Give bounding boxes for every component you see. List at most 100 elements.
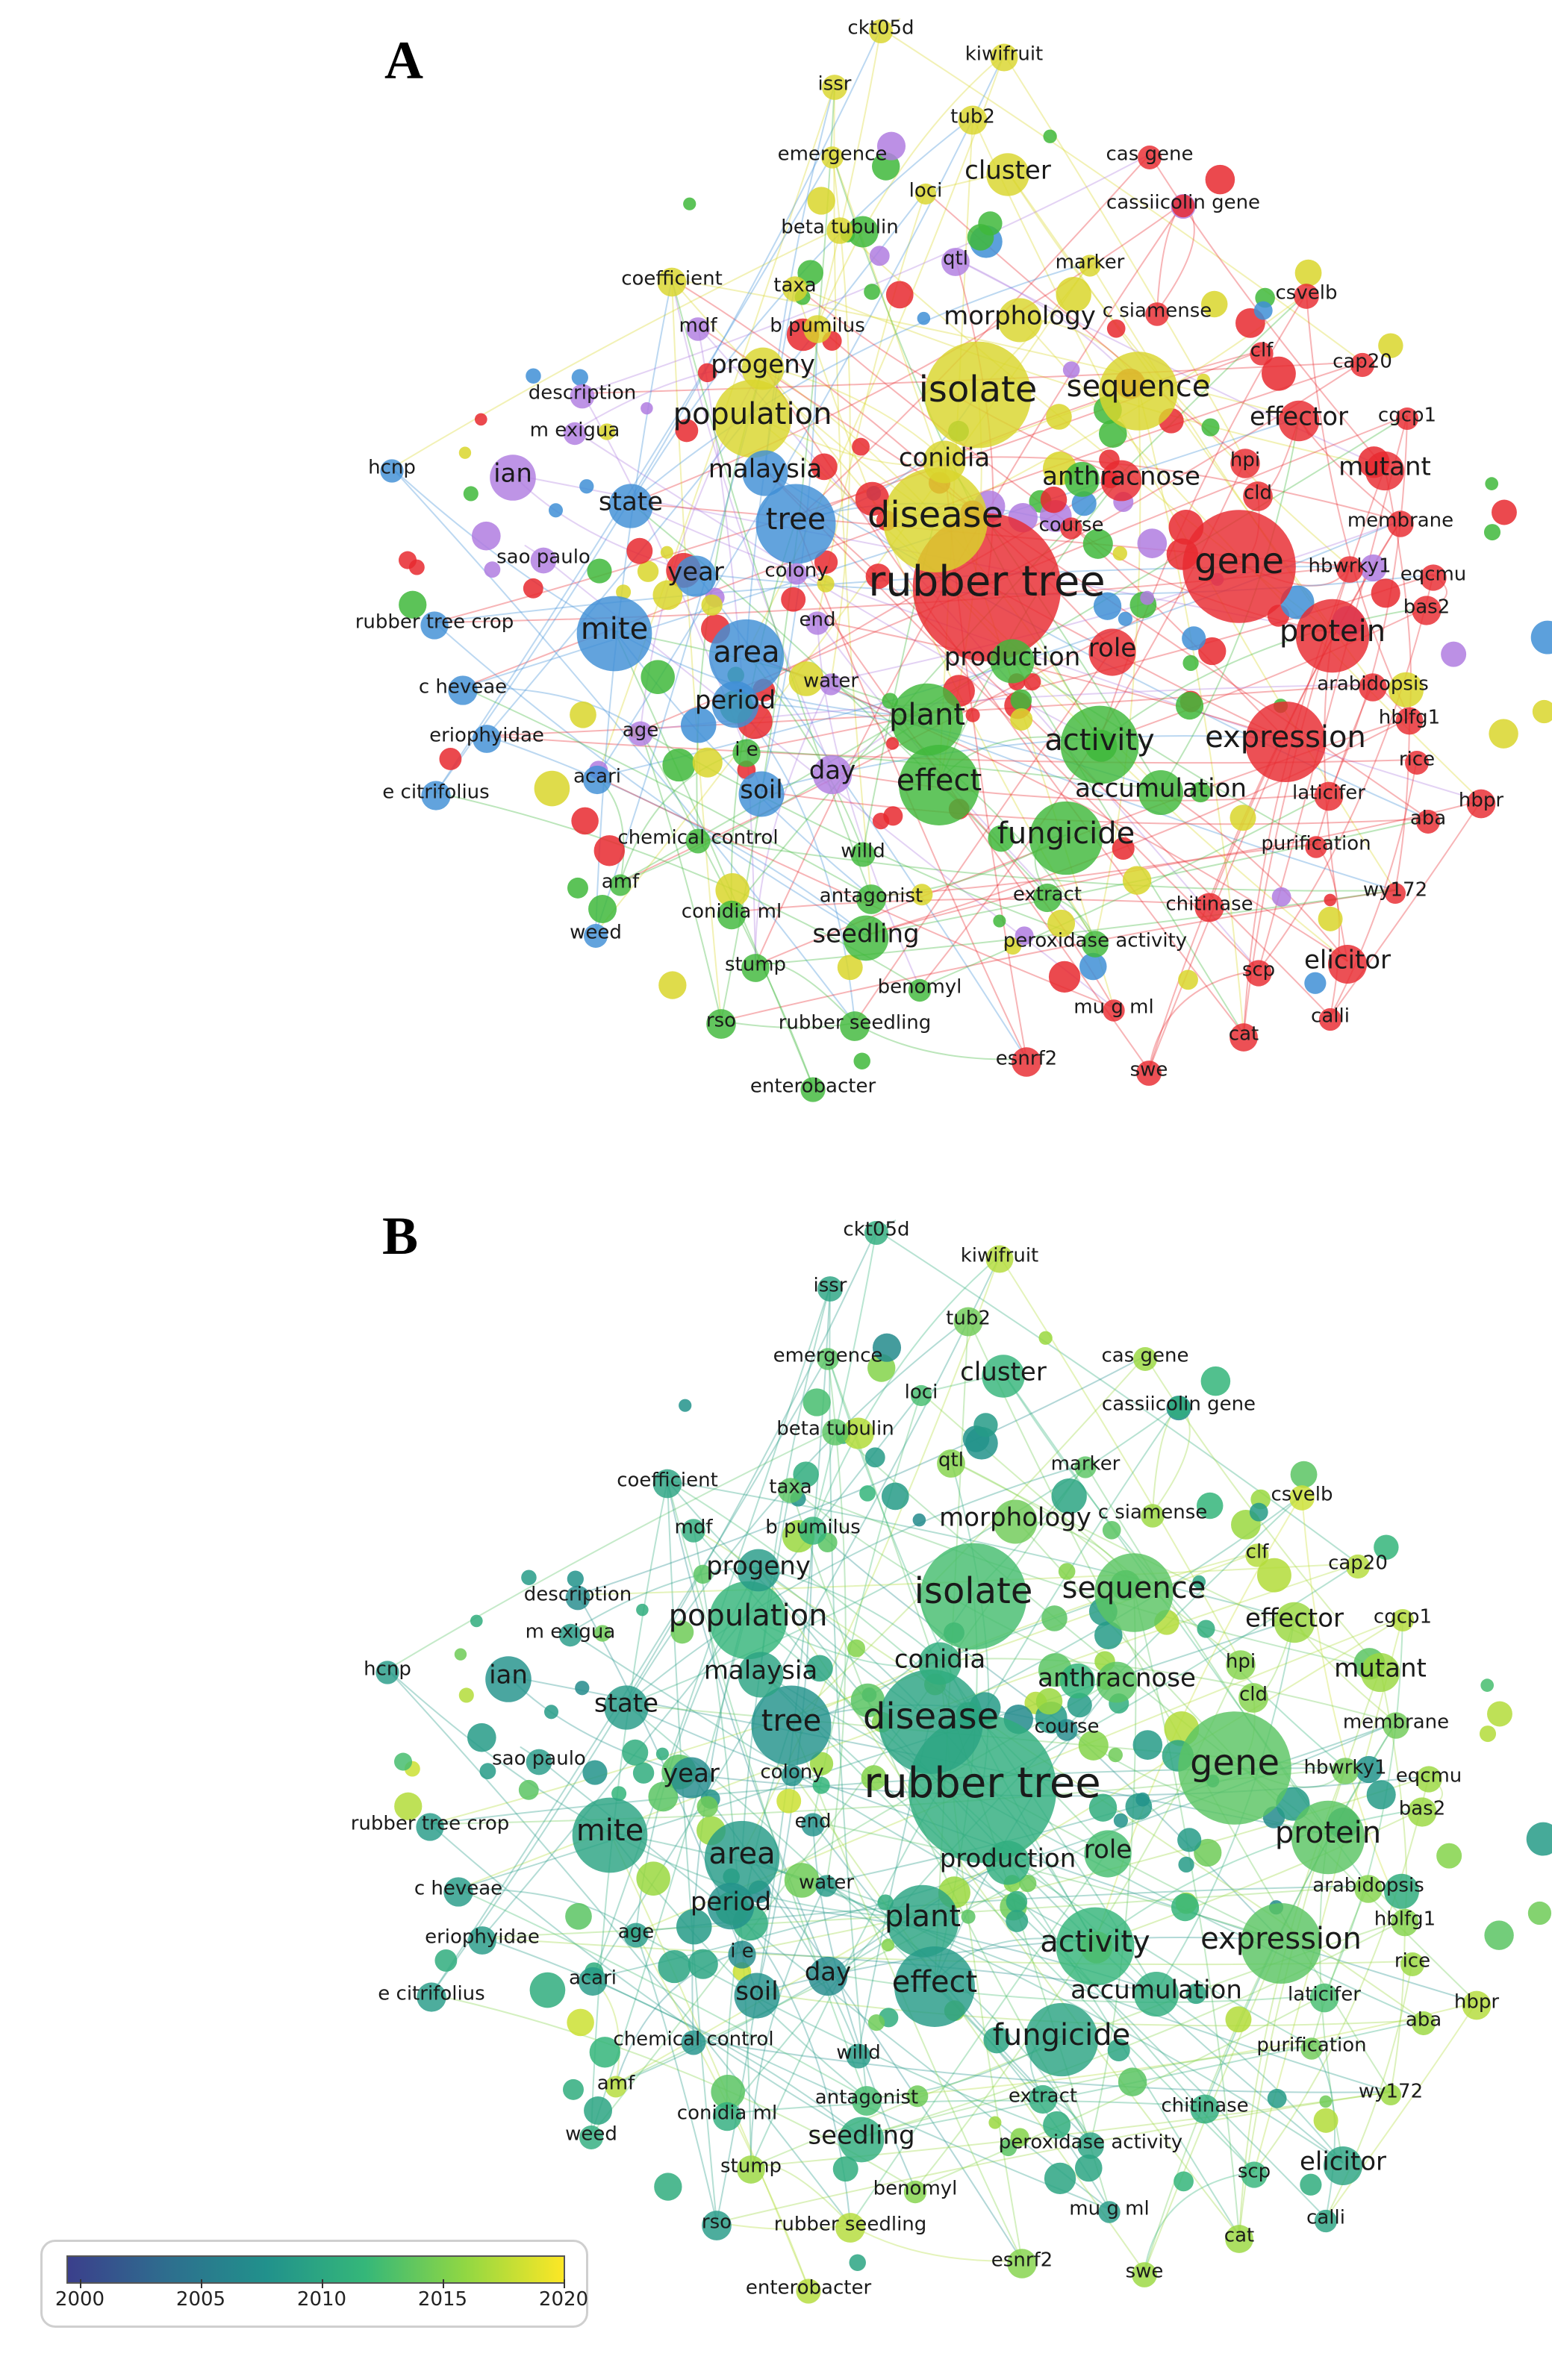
keyword-node bbox=[588, 895, 617, 923]
co-occurrence-link bbox=[944, 456, 1401, 522]
co-occurrence-link bbox=[950, 1460, 1381, 1670]
keyword-node bbox=[1378, 333, 1403, 358]
co-occurrence-link bbox=[462, 686, 641, 731]
keyword-label: rubber tree crop bbox=[351, 1813, 510, 1835]
keyword-node bbox=[604, 1685, 649, 1730]
keyword-node bbox=[796, 2279, 821, 2304]
co-occurrence-link bbox=[431, 1355, 829, 1995]
co-occurrence-link bbox=[582, 154, 1150, 394]
keyword-node bbox=[822, 75, 847, 100]
keyword-label: purification bbox=[1256, 2034, 1366, 2057]
keyword-node bbox=[543, 1705, 559, 1720]
keyword-node bbox=[628, 721, 653, 746]
keyword-label: water bbox=[803, 670, 858, 693]
keyword-node bbox=[1137, 528, 1168, 558]
keyword-node bbox=[869, 246, 890, 266]
co-occurrence-link bbox=[861, 2045, 1312, 2137]
keyword-node bbox=[688, 1949, 718, 1979]
keyword-label: c siamense bbox=[1103, 300, 1212, 322]
keyword-label: cat bbox=[1229, 1023, 1259, 1046]
keyword-node bbox=[434, 1949, 458, 1972]
keyword-node bbox=[755, 484, 836, 564]
keyword-node bbox=[1489, 719, 1518, 749]
keyword-node bbox=[1304, 972, 1327, 994]
keyword-label: kiwifruit bbox=[961, 1245, 1039, 1267]
keyword-node bbox=[1200, 290, 1228, 318]
keyword-node bbox=[1060, 517, 1082, 540]
keyword-label: extract bbox=[1013, 884, 1082, 906]
keyword-node bbox=[782, 276, 808, 302]
keyword-node bbox=[1079, 254, 1101, 277]
keyword-node bbox=[741, 954, 770, 982]
co-occurrence-link bbox=[1144, 1722, 1397, 2273]
keyword-node bbox=[886, 737, 900, 750]
keyword-node bbox=[398, 551, 417, 569]
co-occurrence-link bbox=[630, 502, 797, 572]
keyword-node bbox=[835, 2213, 865, 2243]
keyword-label: sequence bbox=[1062, 1571, 1206, 1605]
keyword-label: seedling bbox=[808, 2121, 914, 2151]
keyword-label: isolate bbox=[919, 369, 1038, 410]
keyword-label: e citrifolius bbox=[382, 781, 489, 804]
keyword-node bbox=[1047, 909, 1076, 937]
keyword-node bbox=[801, 1813, 825, 1837]
keyword-node bbox=[1278, 400, 1320, 442]
keyword-label: esnrf2 bbox=[996, 1048, 1057, 1070]
keyword-label: accumulation bbox=[1070, 1975, 1242, 2005]
keyword-node bbox=[670, 1757, 712, 1799]
keyword-label: scp bbox=[1238, 2161, 1271, 2183]
co-occurrence-link bbox=[812, 1527, 1068, 1728]
keyword-label: enterobacter bbox=[750, 1075, 876, 1098]
keyword-node bbox=[821, 146, 844, 169]
keyword-label: i e bbox=[730, 1940, 753, 1963]
keyword-node bbox=[1135, 1792, 1150, 1807]
keyword-node bbox=[1345, 1554, 1371, 1579]
keyword-node bbox=[712, 2102, 742, 2131]
keyword-node bbox=[1093, 592, 1122, 620]
keyword-node bbox=[702, 2211, 732, 2240]
co-occurrence-link bbox=[726, 2099, 1206, 2114]
keyword-node bbox=[479, 1763, 496, 1780]
keyword-label: swe bbox=[1126, 2261, 1164, 2283]
keyword-node bbox=[467, 1722, 496, 1752]
keyword-label: aba bbox=[1410, 808, 1446, 830]
keyword-node bbox=[1071, 491, 1097, 516]
keyword-node bbox=[997, 298, 1042, 343]
co-occurrence-link bbox=[972, 116, 1396, 891]
keyword-node bbox=[1107, 2038, 1130, 2062]
legend-tick bbox=[564, 2279, 565, 2288]
co-occurrence-link bbox=[758, 1567, 1344, 2164]
co-occurrence-link bbox=[458, 1619, 1295, 1890]
keyword-node bbox=[817, 1276, 843, 1302]
keyword-node bbox=[1359, 554, 1387, 582]
keyword-label: colony bbox=[760, 1761, 823, 1784]
keyword-label: calli bbox=[1306, 2207, 1345, 2229]
keyword-label: conidia bbox=[899, 443, 990, 473]
keyword-label: calli bbox=[1311, 1005, 1350, 1028]
keyword-node bbox=[490, 455, 536, 501]
keyword-label: malaysia bbox=[708, 455, 822, 484]
keyword-node bbox=[1319, 2095, 1333, 2108]
keyword-label: anthracnose bbox=[1042, 462, 1200, 492]
keyword-node bbox=[565, 1902, 592, 1930]
keyword-label: marker bbox=[1051, 1453, 1121, 1475]
keyword-node bbox=[394, 1792, 423, 1820]
keyword-node bbox=[1374, 1534, 1399, 1560]
keyword-label: rubber seedling bbox=[774, 2214, 927, 2236]
keyword-node bbox=[681, 2030, 706, 2055]
co-occurrence-link bbox=[626, 1404, 1179, 1705]
co-occurrence-link bbox=[754, 681, 832, 966]
keyword-node bbox=[1099, 419, 1127, 448]
co-occurrence-link bbox=[914, 1994, 1325, 2190]
keyword-node bbox=[1010, 708, 1033, 731]
keyword-node bbox=[941, 248, 970, 276]
co-occurrence-link bbox=[1003, 54, 1246, 461]
keyword-node bbox=[1067, 1693, 1092, 1718]
keyword-node bbox=[1355, 1755, 1383, 1784]
legend-tick bbox=[322, 2279, 323, 2288]
keyword-node bbox=[1178, 1711, 1291, 1825]
keyword-node bbox=[632, 1762, 655, 1784]
keyword-node bbox=[742, 450, 788, 496]
keyword-node bbox=[847, 1639, 866, 1658]
co-occurrence-link bbox=[387, 1669, 851, 2226]
